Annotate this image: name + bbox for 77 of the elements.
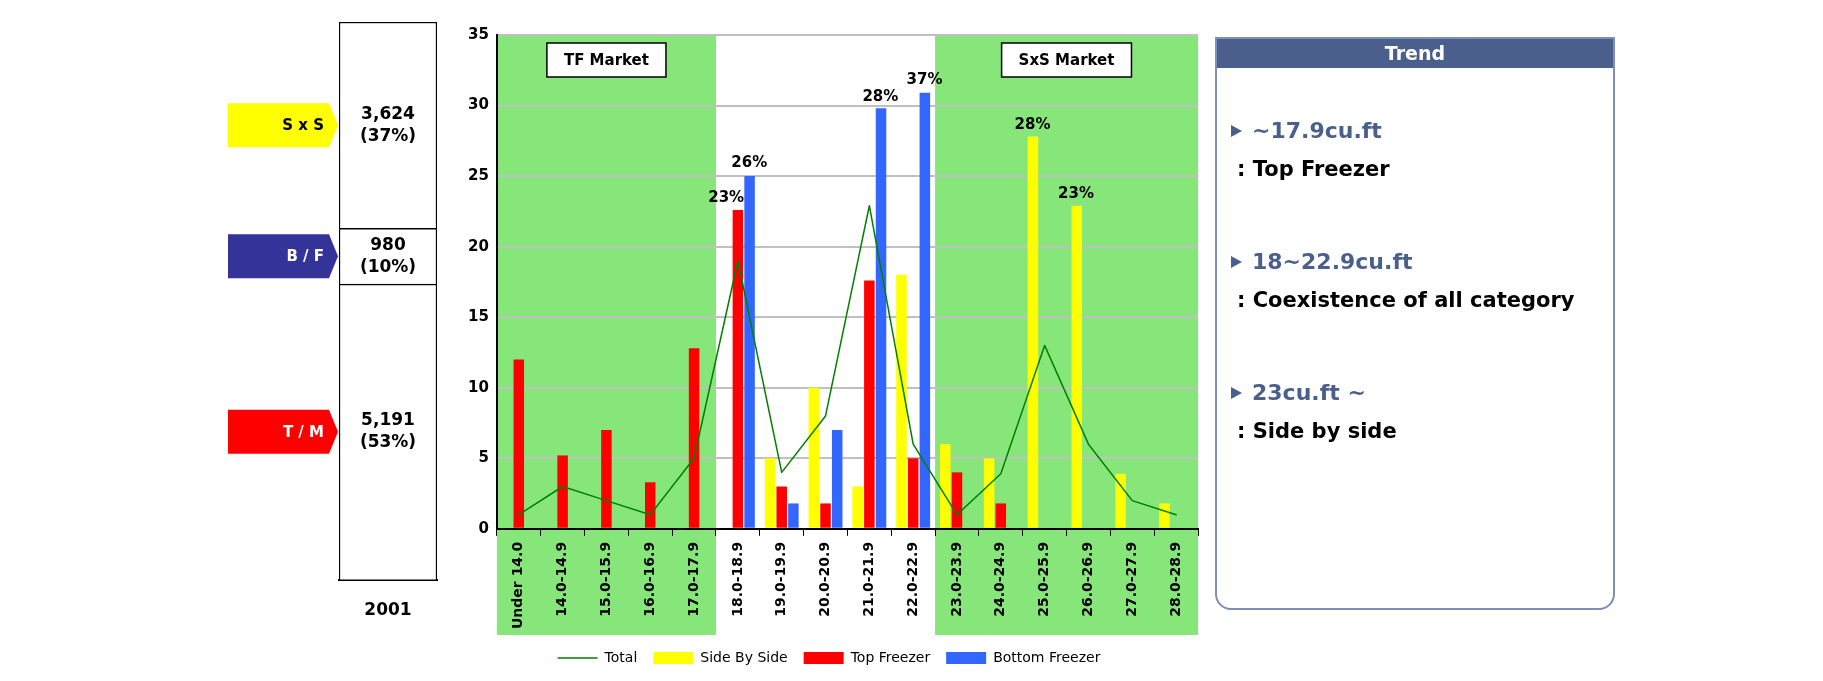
bar [940, 444, 951, 528]
x-tick-label: 19.0-19.9 [772, 541, 789, 617]
text: ~17.9cu.ft [1252, 118, 1382, 143]
annotation: 23% [708, 188, 745, 207]
band-label: TF Market [563, 50, 649, 69]
series-label: T / M [282, 422, 324, 441]
annotation: 28% [1014, 114, 1051, 133]
text: : Side by side [1237, 419, 1398, 443]
y-tick-label: 20 [468, 236, 489, 255]
bar [907, 458, 919, 528]
annotation: 26% [731, 153, 768, 172]
x-tick-label: 27.0-27.9 [1122, 541, 1139, 617]
x-tick-label: 20.0-20.9 [816, 541, 833, 617]
bar [808, 387, 820, 528]
bar [644, 482, 656, 528]
x-tick-label: 18.0-18.9 [728, 541, 745, 617]
bar [764, 458, 776, 528]
bar [896, 274, 907, 528]
bar [831, 430, 843, 528]
bar [820, 503, 831, 528]
bar [601, 430, 612, 528]
bar [875, 108, 887, 528]
bar [1159, 503, 1170, 528]
bar [788, 503, 799, 528]
bar [852, 486, 863, 528]
bar [688, 348, 700, 528]
data-label: 5,191 (53%) [359, 409, 417, 452]
bar [983, 458, 995, 528]
x-tick-label: 24.0-24.9 [991, 541, 1008, 617]
series-label: S x S [282, 116, 324, 135]
legend-label: Side By Side [700, 648, 788, 665]
text: : Coexistence of all category [1237, 288, 1576, 312]
bar [557, 455, 568, 528]
y-tick-label: 30 [468, 95, 489, 114]
x-tick-label: 23.0-23.9 [947, 541, 964, 617]
x-tick-label: 14.0-14.9 [553, 541, 570, 617]
text: 23cu.ft ~ [1252, 380, 1366, 405]
x-tick-label: 21.0-21.9 [859, 541, 876, 617]
x-tick-label: 26.0-26.9 [1079, 541, 1096, 617]
data-label: 980 (10%) [359, 233, 417, 276]
bar [919, 92, 931, 528]
bar [1027, 136, 1039, 528]
x-tick-label: 25.0-25.9 [1035, 541, 1052, 617]
x-tick-label: Under 14.0 [509, 541, 526, 629]
x-tick-label: 2001 [364, 599, 412, 620]
y-tick-label: 15 [468, 307, 489, 326]
legend-label: Total [603, 648, 638, 665]
y-tick-label: 10 [468, 377, 489, 396]
bar [951, 472, 963, 528]
series-label: B / F [286, 247, 324, 266]
bar [1071, 205, 1083, 528]
x-tick-label: 28.0-28.9 [1166, 541, 1183, 617]
x-tick-label: 22.0-22.9 [903, 541, 920, 617]
bar [744, 176, 755, 528]
x-tick-label: 15.0-15.9 [597, 541, 614, 617]
annotation: 23% [1058, 183, 1094, 202]
band-label: SxS Market [1018, 50, 1115, 69]
bar [732, 209, 744, 528]
x-tick-label: 17.0-17.9 [684, 541, 701, 617]
text: 18~22.9cu.ft [1252, 249, 1413, 274]
x-tick-label: 16.0-16.9 [640, 541, 657, 617]
y-tick-label: 0 [478, 518, 489, 537]
text: : Top Freezer [1237, 157, 1391, 181]
legend-label: Top Freezer [849, 648, 931, 665]
legend-label: Bottom Freezer [993, 648, 1101, 665]
data-label: 3,624 (37%) [359, 102, 417, 145]
text: Trend [1217, 39, 1613, 68]
bar [776, 486, 787, 528]
y-tick-label: 5 [478, 448, 489, 467]
annotation: 37% [906, 70, 943, 89]
annotation: 28% [862, 86, 899, 105]
y-tick-label: 35 [468, 24, 489, 43]
bar [995, 503, 1007, 528]
bar [864, 280, 875, 528]
bar [1115, 473, 1126, 528]
bar [513, 359, 525, 528]
y-tick-label: 25 [468, 165, 489, 184]
